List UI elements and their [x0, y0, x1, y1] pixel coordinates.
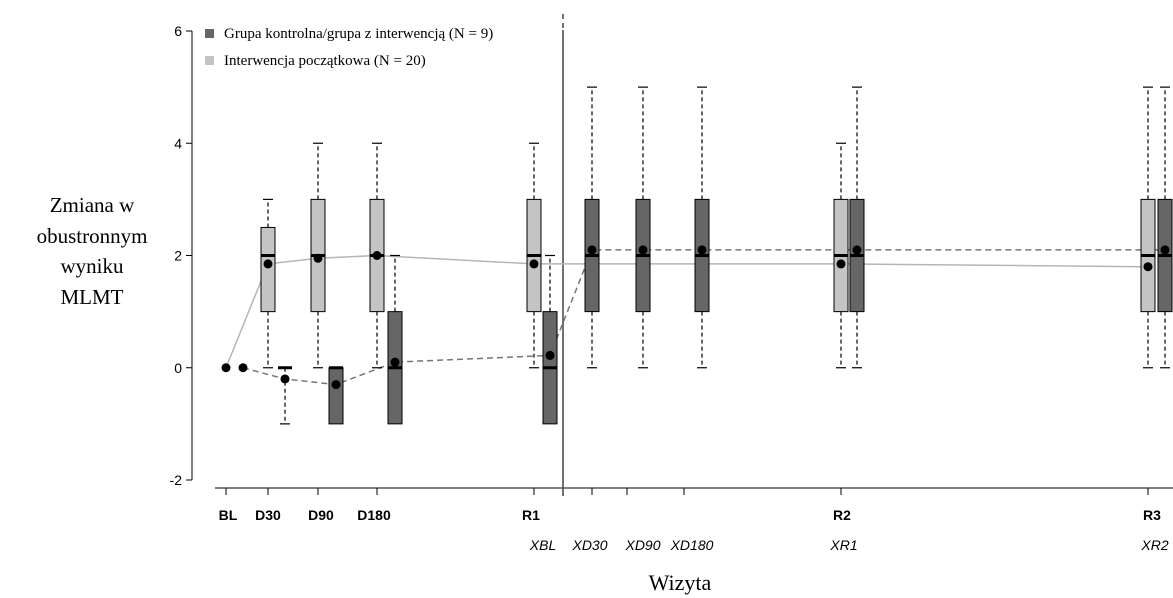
boxplot-initial	[1140, 86, 1156, 369]
x-tick-label-secondary: XR1	[829, 537, 857, 553]
x-tick-label-secondary: XR2	[1140, 537, 1168, 553]
x-tick-label-secondary: XD180	[670, 537, 714, 553]
mean-point	[1160, 245, 1170, 255]
mean-point	[545, 350, 555, 360]
mean-point	[331, 380, 341, 390]
boxplot-initial	[833, 142, 849, 369]
boxplot-control	[849, 86, 865, 369]
x-tick-label: D180	[357, 507, 391, 523]
mean-point	[313, 253, 323, 263]
x-tick-label: R1	[522, 507, 540, 523]
boxplot-control	[387, 254, 403, 425]
y-tick-label: 4	[174, 135, 182, 151]
x-tick-label: R3	[1143, 507, 1161, 523]
x-axis-label: Wizyta	[649, 570, 712, 595]
mean-point	[1143, 262, 1153, 272]
mean-point	[263, 259, 273, 269]
x-tick-label: BL	[219, 507, 238, 523]
mean-point	[836, 259, 846, 269]
legend: Grupa kontrolna/grupa z interwencją (N =…	[205, 26, 493, 69]
x-tick-label: R2	[833, 507, 851, 523]
mean-point	[852, 245, 862, 255]
mean-point	[638, 245, 648, 255]
boxplot-initial	[526, 142, 542, 369]
x-tick-label: D90	[308, 507, 334, 523]
boxplot-control	[1157, 86, 1173, 369]
boxplot-control	[694, 86, 710, 369]
boxplot-control	[542, 254, 558, 425]
axes: -2 0 2 4 6 BL D30 D90 D180 R1 R2 R3 XBL XD30 XD90 XD180…	[170, 14, 1173, 553]
y-tick-label: 6	[174, 23, 182, 39]
mean-points	[221, 245, 1170, 390]
x-tick-label-secondary: XBL	[529, 537, 556, 553]
mean-line-initial	[225, 254, 1149, 369]
y-axis-label: obustronnym	[37, 224, 148, 248]
x-tick-label-secondary: XD90	[624, 537, 660, 553]
mean-point	[280, 374, 290, 384]
legend-swatch	[205, 56, 214, 65]
boxplot-control	[635, 86, 651, 369]
legend-label: Grupa kontrolna/grupa z interwencją (N =…	[224, 26, 493, 42]
mean-point	[529, 259, 539, 269]
boxplot-initial	[260, 198, 276, 369]
boxplot-control	[328, 366, 344, 425]
y-tick-label: 0	[174, 360, 182, 376]
boxplot-control	[584, 86, 600, 369]
box	[260, 226, 276, 313]
mean-point	[390, 357, 400, 367]
axis-labels: Zmiana w obustronnym wyniku MLMT Wizyta	[37, 193, 712, 595]
legend-swatch	[205, 29, 214, 38]
y-axis-label: wyniku	[61, 254, 125, 278]
mean-point	[372, 251, 382, 260]
box	[328, 367, 344, 425]
y-tick-label: 2	[174, 248, 182, 264]
mean-point	[587, 245, 597, 255]
mean-point	[238, 363, 248, 373]
x-tick-label-secondary: XD30	[571, 537, 607, 553]
y-tick-label: -2	[170, 472, 183, 488]
y-axis-label: MLMT	[61, 285, 124, 309]
mean-line-control	[242, 249, 1165, 386]
mean-point	[221, 363, 231, 373]
boxplots	[260, 86, 1173, 425]
x-tick-label: D30	[255, 507, 281, 523]
legend-label: Interwencja początkowa (N = 20)	[224, 53, 426, 69]
y-axis-label: Zmiana w	[50, 193, 135, 217]
mean-point	[697, 245, 707, 255]
